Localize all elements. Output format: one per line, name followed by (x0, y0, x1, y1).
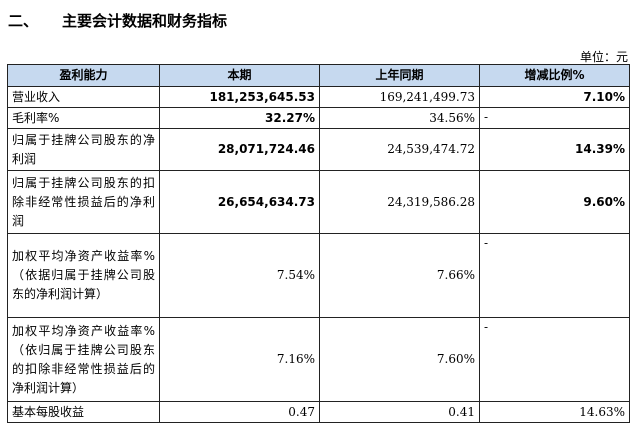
previous-value: 24,539,474.72 (319, 128, 480, 171)
current-value: 32.27% (159, 107, 320, 129)
change-value: 14.63% (479, 401, 630, 423)
table-row: 营业收入 181,253,645.53 169,241,499.73 7.10% (7, 86, 630, 108)
header-profitability: 盈利能力 (7, 64, 160, 87)
row-label: 营业收入 (7, 86, 160, 108)
section-number: 二、 (8, 12, 39, 30)
table-row: 归属于挂牌公司股东的净利润 28,071,724.46 24,539,474.7… (7, 128, 630, 171)
section-title: 主要会计数据和财务指标 (62, 12, 228, 30)
table-row: 毛利率% 32.27% 34.56% - (7, 107, 630, 129)
financial-indicators-table: 盈利能力 本期 上年同期 增减比例% 营业收入 181,253,645.53 1… (7, 64, 630, 423)
current-value: 7.16% (159, 317, 320, 402)
current-value: 28,071,724.46 (159, 128, 320, 171)
table-row: 加权平均净资产收益率%（依据归属于挂牌公司股东的净利润计算） 7.54% 7.6… (7, 233, 630, 318)
table-header-row: 盈利能力 本期 上年同期 增减比例% (7, 64, 630, 87)
current-value: 7.54% (159, 233, 320, 318)
header-change-percent: 增减比例% (479, 64, 630, 87)
previous-value: 24,319,586.28 (319, 170, 480, 234)
previous-value: 0.41 (319, 401, 480, 423)
previous-value: 34.56% (319, 107, 480, 129)
current-value: 0.47 (159, 401, 320, 423)
current-value: 181,253,645.53 (159, 86, 320, 108)
row-label: 基本每股收益 (7, 401, 160, 423)
table-row: 归属于挂牌公司股东的扣除非经常性损益后的净利润 26,654,634.73 24… (7, 170, 630, 234)
row-label: 毛利率% (7, 107, 160, 129)
unit-label: 单位：元 (579, 50, 628, 64)
section-heading: 二、 主要会计数据和财务指标 (8, 10, 227, 31)
change-value: 9.60% (479, 170, 630, 234)
row-label: 归属于挂牌公司股东的净利润 (7, 128, 160, 171)
header-prior-period: 上年同期 (319, 64, 480, 87)
change-value: 7.10% (479, 86, 630, 108)
current-value: 26,654,634.73 (159, 170, 320, 234)
change-value: - (479, 233, 630, 318)
previous-value: 7.66% (319, 233, 480, 318)
row-label: 加权平均净资产收益率%（依据归属于挂牌公司股东的净利润计算） (7, 233, 160, 318)
previous-value: 7.60% (319, 317, 480, 402)
row-label: 归属于挂牌公司股东的扣除非经常性损益后的净利润 (7, 170, 160, 234)
row-label: 加权平均净资产收益率%（依归属于挂牌公司股东的扣除非经常性损益后的净利润计算） (7, 317, 160, 402)
table-row: 加权平均净资产收益率%（依归属于挂牌公司股东的扣除非经常性损益后的净利润计算） … (7, 317, 630, 402)
change-value: - (479, 317, 630, 402)
change-value: 14.39% (479, 128, 630, 171)
header-current-period: 本期 (159, 64, 320, 87)
change-value: - (479, 107, 630, 129)
previous-value: 169,241,499.73 (319, 86, 480, 108)
table-row: 基本每股收益 0.47 0.41 14.63% (7, 401, 630, 423)
